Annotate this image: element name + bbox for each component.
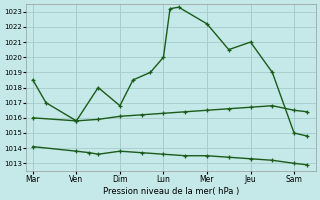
- X-axis label: Pression niveau de la mer( hPa ): Pression niveau de la mer( hPa ): [103, 187, 239, 196]
